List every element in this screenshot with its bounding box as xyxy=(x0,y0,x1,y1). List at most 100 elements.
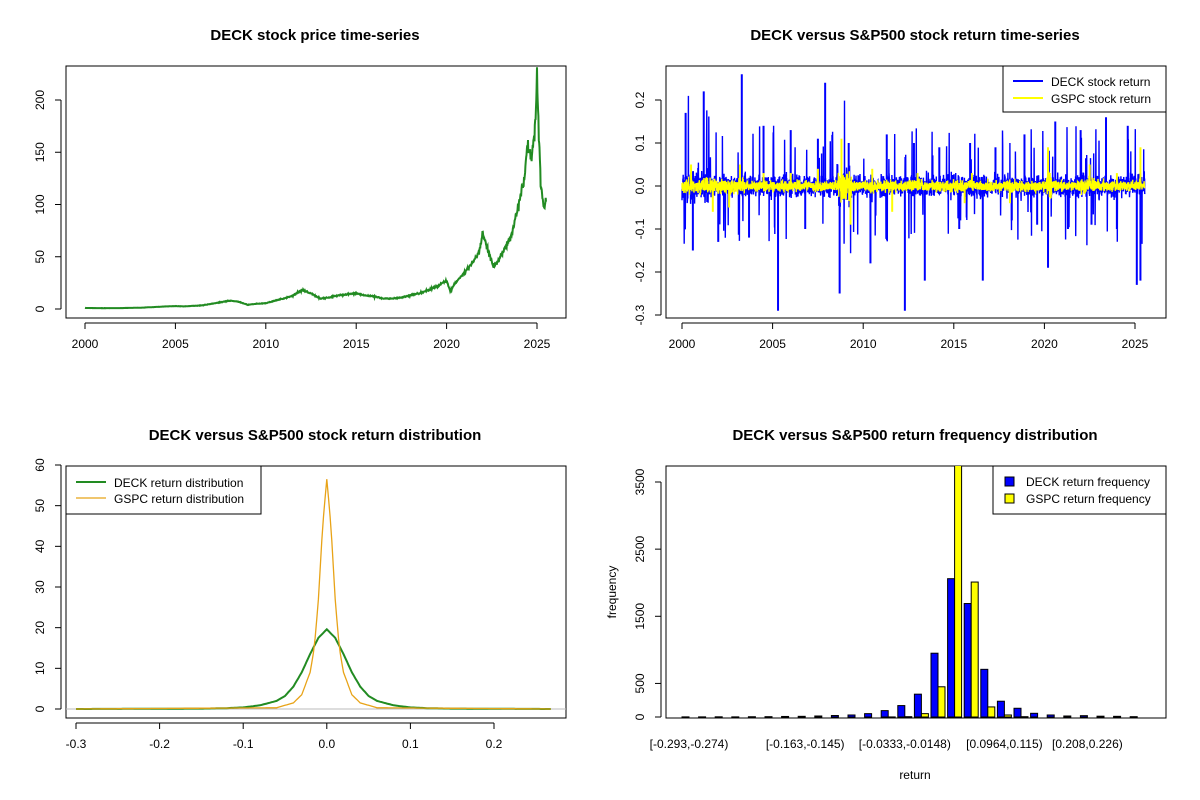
return-x-tick-label: 2025 xyxy=(1122,337,1149,351)
return-y-tick-label: 0.1 xyxy=(633,134,647,151)
deck-frequency-bar xyxy=(847,714,856,718)
distribution-x-tick-label: -0.3 xyxy=(66,737,87,751)
deck-frequency-bar xyxy=(897,705,906,718)
price-x-tick-label: 2020 xyxy=(433,337,460,351)
return-y-tick-label: -0.3 xyxy=(633,304,647,325)
return-y-tick-label: 0.2 xyxy=(633,91,647,108)
distribution-plot-frame xyxy=(65,465,567,719)
deck-frequency-bar xyxy=(947,578,956,718)
price-plot-frame xyxy=(65,65,567,319)
frequency-y-tick-label: 3500 xyxy=(633,468,647,495)
legend-deck-frequency-swatch xyxy=(1004,476,1015,487)
deck-frequency-bar xyxy=(913,693,922,718)
frequency-y-axis-label: frequency xyxy=(605,566,619,619)
deck-frequency-bar xyxy=(781,715,790,718)
distribution-x-tick-label: 0.2 xyxy=(486,737,503,751)
price-x-tick-label: 2000 xyxy=(72,337,99,351)
frequency-y-tick-label: 0 xyxy=(633,713,647,720)
price-series-line xyxy=(84,67,547,310)
deck-frequency-bar xyxy=(1096,715,1105,718)
deck-frequency-bar xyxy=(830,715,839,718)
frequency-plot-frame xyxy=(665,465,1167,719)
return-series-group xyxy=(681,74,1146,311)
frequency-legend: DECK return frequency GSPC return frequen… xyxy=(992,465,1167,515)
price-y-tick-label: 100 xyxy=(33,194,47,214)
deck-frequency-bar xyxy=(814,715,823,718)
deck-frequency-bar xyxy=(880,710,889,718)
legend-deck-frequency-label: DECK return frequency xyxy=(1026,475,1150,489)
legend-gspc-frequency-label: GSPC return frequency xyxy=(1026,492,1151,506)
distribution-x-tick-label: 0.1 xyxy=(402,737,419,751)
frequency-x-tick-label: [0.208,0.226) xyxy=(1052,737,1123,751)
frequency-x-axis-label: return xyxy=(899,768,930,782)
deck-distribution-line xyxy=(76,627,551,710)
gspc-distribution-line xyxy=(76,479,551,710)
distribution-x-tick-label: -0.1 xyxy=(233,737,254,751)
price-x-tick-label: 2015 xyxy=(343,337,370,351)
return-x-tick-label: 2005 xyxy=(759,337,786,351)
return-y-tick-label: 0.0 xyxy=(633,177,647,194)
price-y-tick-label: 0 xyxy=(33,305,47,312)
frequency-chart-title: DECK versus S&P500 return frequency dist… xyxy=(732,427,1097,444)
distribution-chart-title: DECK versus S&P500 stock return distribu… xyxy=(149,427,482,444)
gspc-return-line xyxy=(681,171,1146,203)
frequency-y-tick-label: 500 xyxy=(633,673,647,693)
deck-frequency-bar xyxy=(797,715,806,718)
frequency-x-tick-label: [0.0964,0.115) xyxy=(966,737,1043,751)
frequency-legend-box xyxy=(992,465,1167,515)
return-y-tick-label: -0.1 xyxy=(633,218,647,239)
price-y-tick-label: 50 xyxy=(33,250,47,264)
legend-deck-distribution-label: DECK return distribution xyxy=(114,476,243,490)
frequency-y-tick-label: 2500 xyxy=(633,535,647,562)
legend-deck-return-label: DECK stock return xyxy=(1051,75,1150,89)
deck-frequency-bar xyxy=(996,700,1005,718)
deck-frequency-bar xyxy=(980,668,989,718)
deck-frequency-bar xyxy=(1079,715,1088,718)
return-x-tick-label: 2015 xyxy=(940,337,967,351)
gspc-frequency-bar xyxy=(1003,714,1012,718)
deck-frequency-bar xyxy=(1063,715,1072,718)
price-x-tick-label: 2025 xyxy=(524,337,551,351)
deck-frequency-bar xyxy=(1013,707,1022,718)
frequency-x-tick-label: [-0.293,-0.274) xyxy=(650,737,729,751)
distribution-x-tick-label: 0.0 xyxy=(318,737,335,751)
return-timeseries-panel: DECK versus S&P500 stock return time-ser… xyxy=(633,27,1167,351)
price-x-tick-label: 2010 xyxy=(252,337,279,351)
deck-frequency-bar xyxy=(963,603,972,718)
deck-frequency-bar xyxy=(1030,712,1039,718)
gspc-frequency-bar xyxy=(954,466,963,718)
legend-gspc-return-label: GSPC stock return xyxy=(1051,92,1151,106)
return-distribution-panel: DECK versus S&P500 stock return distribu… xyxy=(33,427,567,751)
gspc-frequency-bar xyxy=(987,706,996,718)
distribution-legend-box xyxy=(65,465,262,515)
frequency-x-tick-label: [-0.0333,-0.0148) xyxy=(859,737,951,751)
frequency-x-tick-label: [-0.163,-0.145) xyxy=(766,737,845,751)
legend-gspc-frequency-swatch xyxy=(1004,493,1015,504)
price-x-tick-label: 2005 xyxy=(162,337,189,351)
legend-gspc-distribution-label: GSPC return distribution xyxy=(114,492,244,506)
return-legend: DECK stock return GSPC stock return xyxy=(1002,65,1167,113)
distribution-y-tick-label: 50 xyxy=(33,499,47,513)
frequency-y-tick-label: 1500 xyxy=(633,603,647,630)
return-chart-title: DECK versus S&P500 stock return time-ser… xyxy=(750,27,1079,44)
return-plot-frame xyxy=(665,65,1167,319)
gspc-frequency-bar xyxy=(970,581,979,718)
return-y-tick-label: -0.2 xyxy=(633,261,647,282)
distribution-x-tick-label: -0.2 xyxy=(149,737,170,751)
distribution-y-tick-label: 0 xyxy=(33,705,47,712)
distribution-y-tick-label: 30 xyxy=(33,580,47,594)
distribution-y-tick-label: 20 xyxy=(33,621,47,635)
return-x-tick-label: 2020 xyxy=(1031,337,1058,351)
distribution-y-tick-label: 40 xyxy=(33,539,47,553)
gspc-frequency-bar xyxy=(937,686,946,718)
deck-frequency-bar xyxy=(930,652,939,718)
gspc-frequency-bar xyxy=(920,713,929,718)
deck-frequency-bar xyxy=(1046,714,1055,718)
deck-frequency-bar xyxy=(864,713,873,718)
price-y-tick-label: 200 xyxy=(33,90,47,110)
frequency-distribution-panel: DECK versus S&P500 return frequency dist… xyxy=(605,427,1167,782)
price-y-tick-label: 150 xyxy=(33,142,47,162)
return-x-tick-label: 2010 xyxy=(850,337,877,351)
return-legend-box xyxy=(1002,65,1167,113)
